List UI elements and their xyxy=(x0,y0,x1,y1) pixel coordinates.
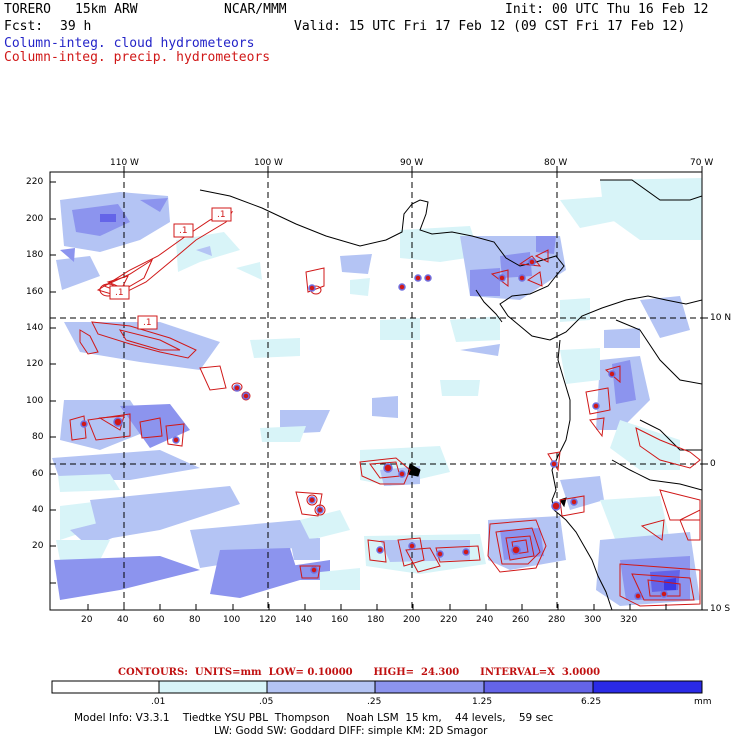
cloud-hydrometeor-field xyxy=(52,178,702,606)
colorbar-tick-label: .01 xyxy=(151,697,166,707)
coastlines xyxy=(199,179,702,610)
x-tick-label: 100 xyxy=(223,615,241,625)
y-tick-label: 220 xyxy=(26,177,44,187)
init-time: Init: 00 UTC Thu 16 Feb 12 xyxy=(505,2,709,17)
x-tick-label: 280 xyxy=(548,615,566,625)
run-name: TORERO xyxy=(4,2,51,17)
x-tick-label: 20 xyxy=(81,615,93,625)
model-resolution: 15km ARW xyxy=(75,2,138,17)
lat-label-10n: 10 N xyxy=(710,313,732,323)
y-tick-label: 20 xyxy=(32,541,44,551)
lat-label-equator: 0 xyxy=(710,459,716,469)
contour-label: .1 xyxy=(179,226,188,236)
contour-label: .1 xyxy=(217,210,226,220)
colorbar-segment-4 xyxy=(484,681,593,693)
field-precip-title: Column-integ. precip. hydrometeors xyxy=(4,50,271,65)
lon-label-70w: 70 W xyxy=(690,158,714,168)
x-tick-label: 320 xyxy=(620,615,638,625)
x-tick-label: 80 xyxy=(189,615,201,625)
y-tick-label: 120 xyxy=(26,359,44,369)
valid-time: Valid: 15 UTC Fri 17 Feb 12 (09 CST Fri … xyxy=(294,19,686,34)
colorbar-segment-1 xyxy=(159,681,267,693)
lon-label-80w: 80 W xyxy=(544,158,568,168)
x-tick-label: 40 xyxy=(117,615,129,625)
x-tick-label: 60 xyxy=(153,615,165,625)
x-tick-label: 200 xyxy=(403,615,421,625)
x-tick-label: 220 xyxy=(440,615,458,625)
contour-label: .1 xyxy=(143,318,152,328)
colorbar-frame xyxy=(51,680,703,694)
model-info-line1: Model Info: V3.3.1 Tiedtke YSU PBL Thomp… xyxy=(74,712,554,724)
organization: NCAR/MMM xyxy=(224,2,287,17)
lat-label-10s: 10 S xyxy=(710,604,731,614)
forecast-label: Fcst: xyxy=(4,19,44,34)
x-tick-label: 120 xyxy=(259,615,277,625)
y-tick-label: 60 xyxy=(32,469,44,479)
lon-label-110w: 110 W xyxy=(110,158,139,168)
colorbar-tick-label: 6.25 xyxy=(581,697,602,707)
lon-label-100w: 100 W xyxy=(254,158,283,168)
y-tick-label: 100 xyxy=(26,396,44,406)
colorbar-tick-label: 1.25 xyxy=(472,697,493,707)
colorbar-tick-label: .05 xyxy=(259,697,274,707)
lon-label-90w: 90 W xyxy=(400,158,424,168)
contour-label: .1 xyxy=(115,288,124,298)
plot-frame xyxy=(49,171,703,611)
x-tick-label: 160 xyxy=(331,615,349,625)
x-tick-label: 180 xyxy=(367,615,385,625)
colorbar-unit: mm xyxy=(694,697,712,707)
colorbar-segment-0 xyxy=(52,681,159,693)
x-tick-label: 260 xyxy=(512,615,530,625)
y-tick-label: 160 xyxy=(26,287,44,297)
x-tick-label: 240 xyxy=(476,615,494,625)
axis-ticks xyxy=(50,166,708,611)
model-info-line2: LW: Godd SW: Goddard DIFF: simple KM: 2D… xyxy=(214,725,488,737)
colorbar-tick-label: .25 xyxy=(367,697,382,707)
y-tick-label: 180 xyxy=(26,250,44,260)
x-tick-label: 140 xyxy=(295,615,313,625)
contour-label-boxes xyxy=(109,207,232,330)
colorbar xyxy=(51,680,703,694)
contours-info: CONTOURS: UNITS=mm LOW= 0.10000 HIGH= 24… xyxy=(118,667,601,678)
field-cloud-title: Column-integ. cloud hydrometeors xyxy=(4,36,255,51)
colorbar-segment-5 xyxy=(593,681,702,693)
y-tick-label: 200 xyxy=(26,214,44,224)
y-tick-label: 80 xyxy=(32,432,44,442)
forecast-hour: 39 h xyxy=(60,19,92,34)
colorbar-segment-3 xyxy=(375,681,484,693)
x-tick-label: 300 xyxy=(584,615,602,625)
y-tick-label: 40 xyxy=(32,505,44,515)
precip-maxima xyxy=(80,258,668,600)
colorbar-segment-2 xyxy=(267,681,375,693)
y-tick-label: 140 xyxy=(26,323,44,333)
